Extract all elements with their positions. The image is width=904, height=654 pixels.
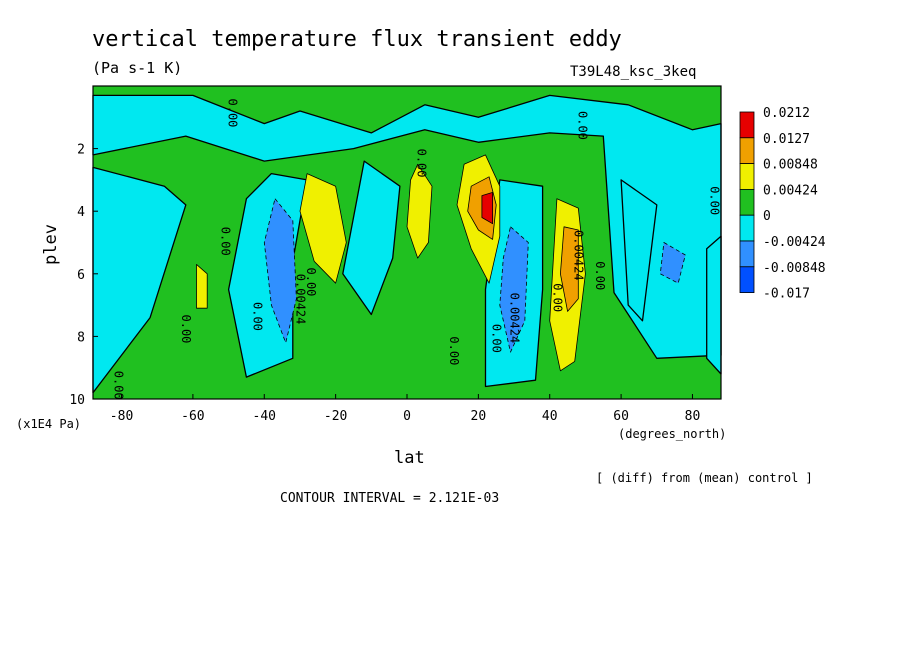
x-tick-label-4: 0 (403, 409, 411, 424)
chart-units: (Pa s-1 K) (92, 59, 182, 77)
contour-region-6 (706, 235, 722, 375)
legend-swatch-5 (739, 240, 755, 268)
color-legend: 0.0212 0.0127 0.00848 0.00424 0 -0.00424 -0.00… (739, 106, 826, 302)
legend-label-6: -0.00848 (763, 261, 826, 276)
legend-swatch-0 (739, 111, 755, 139)
legend-swatch-3 (739, 188, 755, 216)
contour-label-2: 0.00 (415, 149, 429, 178)
x-tick-label-7: 60 (613, 409, 629, 424)
contour-label-9: 0.00 (111, 371, 125, 400)
contour-label-14: 0.00424 (572, 230, 586, 281)
contour-label-0: 0.00 (226, 99, 240, 128)
x-axis: -80 -60 -40 -20 0 20 40 60 80 (110, 394, 700, 424)
legend-label-0: 0.0212 (763, 106, 810, 121)
x-tick-label-5: 20 (471, 409, 487, 424)
contour-label-15: 0.00 (593, 261, 607, 290)
legend-swatch-4 (739, 214, 755, 242)
legend-label-5: -0.00424 (763, 235, 826, 250)
contour-region-9 (659, 242, 686, 284)
contour-region-7 (263, 198, 297, 344)
contour-label-12: 0.00 (490, 324, 504, 353)
x-axis-label: lat (394, 448, 425, 468)
contour-label-4: 0.00 (219, 227, 233, 256)
plot-area: 0.00 0.000.000.000.000.004240.000.000.000… (92, 85, 722, 400)
y-axis-label: plev (41, 224, 61, 265)
x-axis-units: (degrees_north) (618, 427, 726, 441)
contour-label-5: 0.00424 (293, 274, 307, 325)
contour-label-11: 0.00424 (508, 293, 522, 344)
legend-label-2: 0.00848 (763, 158, 818, 173)
legend-label-4: 0 (763, 209, 771, 224)
legend-swatch-6 (739, 266, 755, 293)
contour-region-14 (196, 263, 208, 309)
contour-label-6: 0.00 (304, 268, 318, 297)
y-axis-units: (x1E4 Pa) (16, 417, 81, 431)
y-tick-label-4: 10 (69, 393, 85, 408)
contour-region-3 (342, 160, 401, 316)
contour-label-7: 0.00 (251, 302, 265, 331)
chart-title: vertical temperature flux transient eddy (92, 27, 622, 52)
contour-label-8: 0.00 (179, 315, 193, 344)
contour-label-13: 0.00 (447, 336, 461, 365)
contour-region-11 (406, 163, 433, 259)
y-tick-label-0: 2 (77, 143, 85, 158)
contour-region-8 (499, 226, 529, 353)
contour-label-1: 0.00 (575, 111, 589, 140)
contour-region-17 (481, 191, 494, 225)
legend-swatch-2 (739, 163, 755, 190)
x-tick-label-1: -60 (181, 409, 204, 424)
legend-label-7: -0.017 (763, 287, 810, 302)
contour-labels: 0.00 0.000.000.000.000.004240.000.000.000… (111, 99, 721, 400)
diff-note: [ (diff) from (mean) control ] (596, 471, 813, 485)
contour-regions (92, 94, 722, 394)
contour-region-16 (560, 226, 579, 312)
x-tick-label-2: -40 (253, 409, 276, 424)
y-tick-label-1: 4 (77, 205, 85, 220)
x-tick-label-3: -20 (324, 409, 347, 424)
contour-region-10 (299, 173, 347, 284)
y-tick-label-3: 8 (77, 330, 85, 345)
contour-region-5 (620, 179, 658, 322)
contour-label-10: 0.00 (550, 283, 564, 312)
legend-label-3: 0.00424 (763, 183, 818, 198)
contour-interval: CONTOUR INTERVAL = 2.121E-03 (280, 491, 499, 506)
y-axis: 2 4 6 8 10 (69, 143, 98, 408)
contour-label-3: 0.00 (707, 186, 721, 215)
y-tick-label-2: 6 (77, 268, 85, 283)
legend-swatch-1 (739, 137, 755, 165)
x-tick-label-6: 40 (542, 409, 558, 424)
x-tick-label-8: 80 (685, 409, 701, 424)
legend-label-1: 0.0127 (763, 132, 810, 147)
run-label: T39L48_ksc_3keq (570, 64, 696, 80)
x-tick-label-0: -80 (110, 409, 133, 424)
